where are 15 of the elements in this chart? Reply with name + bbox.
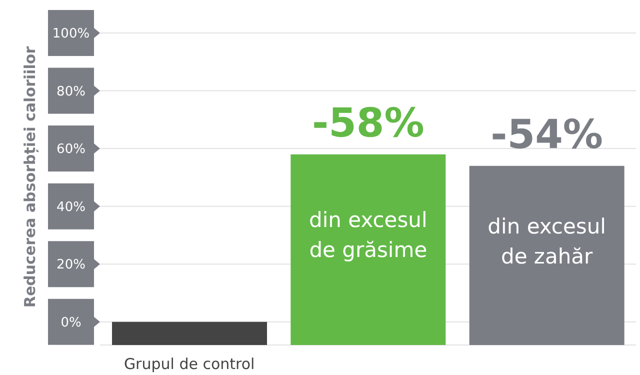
y-tick-label: 100% bbox=[52, 26, 90, 42]
x-tick-label: din excesul de zahăr bbox=[488, 214, 606, 268]
y-tick-label: 40% bbox=[56, 200, 86, 215]
y-tick-label: 80% bbox=[56, 84, 86, 100]
y-tick-label: 20% bbox=[56, 258, 86, 273]
x-tick-label: din excesul de grăsime bbox=[309, 208, 428, 262]
bar bbox=[290, 154, 446, 345]
y-tick-label: 0% bbox=[60, 315, 82, 330]
annotation: -58% bbox=[312, 100, 424, 146]
y-axis-title: Reducerea absorbției caloriilor bbox=[21, 46, 39, 308]
y-tick-label: 60% bbox=[56, 142, 86, 158]
bar bbox=[469, 166, 624, 345]
annotation: -54% bbox=[490, 112, 604, 158]
bar bbox=[112, 322, 267, 345]
x-tick-label: Grupul de control bbox=[124, 355, 255, 373]
